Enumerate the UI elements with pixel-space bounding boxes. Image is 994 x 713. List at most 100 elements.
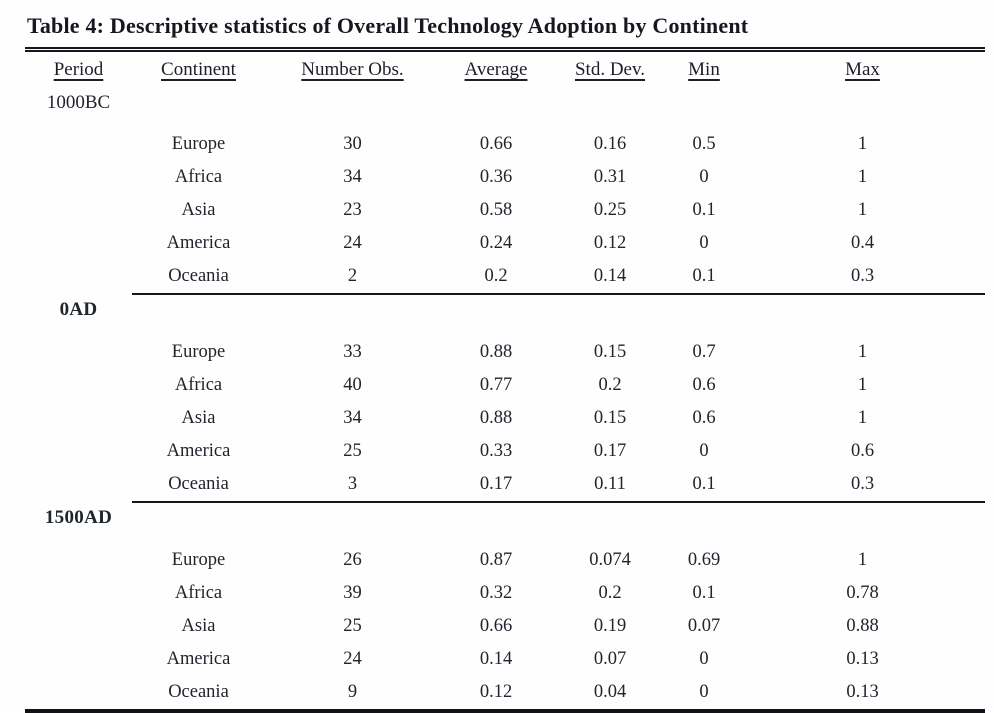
table-header: Period Continent Number Obs. Average Std… xyxy=(25,46,985,87)
header-row: Period Continent Number Obs. Average Std… xyxy=(25,46,985,87)
period-row-spacer xyxy=(132,294,985,336)
period-spacer-cell xyxy=(25,435,132,468)
cell-average: 0.88 xyxy=(479,341,513,362)
cell-average: 0.88 xyxy=(479,407,513,428)
cell-min: 0.6 xyxy=(692,374,716,395)
cell-std-dev: 0.19 xyxy=(593,615,627,636)
cell-number-obs: 40 xyxy=(343,374,362,395)
period-spacer-cell xyxy=(25,194,132,227)
period-block-1500ad: 1500AD Europe 26 0.87 0.074 0.69 1 Afric… xyxy=(25,502,985,711)
period-spacer-cell xyxy=(25,260,132,294)
cell-std-dev: 0.07 xyxy=(593,648,627,669)
cell-average: 0.66 xyxy=(479,615,513,636)
cell-min: 0.6 xyxy=(692,407,716,428)
period-spacer-cell xyxy=(25,161,132,194)
period-spacer-cell xyxy=(25,610,132,643)
period-block-1000bc: 1000BC Europe 30 0.66 0.16 0.5 1 Africa … xyxy=(25,87,985,295)
cell-average: 0.17 xyxy=(440,467,552,503)
cell-average: 0.14 xyxy=(479,648,513,669)
cell-average: 0.36 xyxy=(479,166,513,187)
period-spacer-cell xyxy=(25,544,132,577)
cell-max: 1 xyxy=(857,549,868,570)
table-title: Table 4: Descriptive statistics of Overa… xyxy=(27,13,749,38)
cell-std-dev: 0.14 xyxy=(552,259,668,295)
column-header-continent: Continent xyxy=(132,46,265,87)
column-header-min: Min xyxy=(668,46,740,87)
cell-number-obs: 33 xyxy=(343,341,362,362)
column-header-number-obs: Number Obs. xyxy=(265,46,440,87)
cell-min: 0.1 xyxy=(692,199,716,220)
cell-min: 0.1 xyxy=(668,259,740,295)
cell-continent: Asia xyxy=(181,199,216,220)
cell-max: 0.13 xyxy=(846,648,879,669)
column-header-max: Max xyxy=(740,46,985,87)
cell-max: 0.3 xyxy=(740,467,985,503)
column-header-average: Average xyxy=(440,46,552,87)
period-spacer-cell xyxy=(25,227,132,260)
cell-average: 0.66 xyxy=(479,133,513,154)
cell-average: 0.24 xyxy=(479,232,513,253)
table-row: Africa 39 0.32 0.2 0.1 0.78 xyxy=(25,577,985,610)
cell-max: 1 xyxy=(857,407,868,428)
cell-continent: America xyxy=(166,232,231,253)
period-spacer-cell xyxy=(25,643,132,676)
table-row: Oceania 3 0.17 0.11 0.1 0.3 xyxy=(25,467,985,503)
cell-number-obs: 24 xyxy=(343,648,362,669)
cell-continent: Europe xyxy=(171,133,226,154)
period-row: 1000BC xyxy=(25,87,985,128)
period-spacer-cell xyxy=(25,402,132,435)
cell-std-dev: 0.31 xyxy=(593,166,627,187)
cell-continent: Africa xyxy=(174,374,223,395)
cell-max: 0.3 xyxy=(740,259,985,295)
cell-number-obs: 25 xyxy=(343,440,362,461)
period-spacer-cell xyxy=(25,128,132,161)
cell-continent: Asia xyxy=(181,407,216,428)
cell-max: 1 xyxy=(857,199,868,220)
cell-number-obs: 34 xyxy=(343,407,362,428)
table-row: Africa 40 0.77 0.2 0.6 1 xyxy=(25,369,985,402)
table-row: Europe 26 0.87 0.074 0.69 1 xyxy=(25,544,985,577)
cell-continent: Asia xyxy=(181,615,216,636)
cell-min: 0 xyxy=(699,648,709,669)
cell-min: 0 xyxy=(699,166,709,187)
cell-average: 0.32 xyxy=(479,582,513,603)
cell-std-dev: 0.2 xyxy=(598,582,622,603)
period-block-0ad: 0AD Europe 33 0.88 0.15 0.7 1 Africa 40 … xyxy=(25,294,985,503)
cell-min: 0 xyxy=(699,440,709,461)
cell-average: 0.58 xyxy=(479,199,513,220)
period-row-spacer xyxy=(132,502,985,544)
cell-min: 0.1 xyxy=(668,467,740,503)
cell-std-dev: 0.17 xyxy=(593,440,627,461)
cell-number-obs: 3 xyxy=(265,467,440,503)
cell-average: 0.87 xyxy=(479,549,513,570)
cell-std-dev: 0.16 xyxy=(593,133,627,154)
cell-average: 0.77 xyxy=(479,374,513,395)
table-row: Africa 34 0.36 0.31 0 1 xyxy=(25,161,985,194)
cell-continent: America xyxy=(166,648,231,669)
descriptive-statistics-table: Period Continent Number Obs. Average Std… xyxy=(25,46,985,713)
table-row: America 24 0.24 0.12 0 0.4 xyxy=(25,227,985,260)
table-row: America 25 0.33 0.17 0 0.6 xyxy=(25,435,985,468)
cell-continent: Oceania xyxy=(132,467,265,503)
period-spacer-cell xyxy=(25,468,132,502)
cell-max: 0.78 xyxy=(846,582,879,603)
period-label: 1000BC xyxy=(46,91,111,113)
cell-continent: Africa xyxy=(174,166,223,187)
period-row: 0AD xyxy=(25,294,985,336)
period-row-spacer xyxy=(132,87,985,128)
column-header-period: Period xyxy=(25,46,132,87)
cell-number-obs: 26 xyxy=(343,549,362,570)
period-label: 1500AD xyxy=(44,506,113,528)
cell-number-obs: 24 xyxy=(343,232,362,253)
cell-max: 1 xyxy=(857,166,868,187)
cell-continent: Oceania xyxy=(132,259,265,295)
cell-number-obs: 9 xyxy=(347,681,358,702)
period-spacer-cell xyxy=(25,577,132,610)
cell-std-dev: 0.15 xyxy=(593,407,627,428)
cell-min: 0.5 xyxy=(692,133,716,154)
cell-average: 0.33 xyxy=(479,440,513,461)
table-row: Oceania 2 0.2 0.14 0.1 0.3 xyxy=(25,259,985,295)
table-row: Asia 25 0.66 0.19 0.07 0.88 xyxy=(25,610,985,643)
cell-number-obs: 34 xyxy=(343,166,362,187)
